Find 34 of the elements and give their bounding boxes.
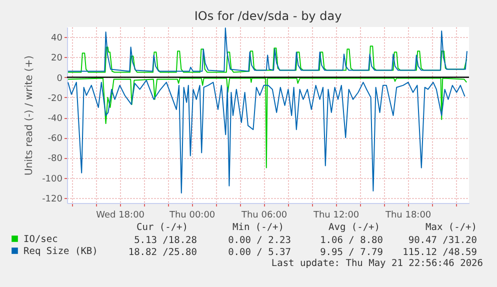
text: Avg (-/+) <box>328 222 380 233</box>
text: 5.13 /18.28 <box>134 235 198 246</box>
x-tick-label: Thu 18:00 <box>384 210 432 220</box>
text: Cur (-/+) <box>136 222 188 233</box>
y-tick-label: 40 <box>51 34 63 44</box>
y-tick-label: 0 <box>56 74 63 84</box>
text: 9.95 / 7.79 <box>320 247 384 258</box>
text: 0.00 / 5.37 <box>228 247 291 258</box>
text: 18.82 /25.80 <box>128 247 198 258</box>
line-series <box>68 78 468 168</box>
text: 90.47 /31.20 <box>408 235 478 246</box>
chart-title: IOs for /dev/sda - by day <box>194 9 342 23</box>
x-tick-label: Wed 18:00 <box>96 210 145 220</box>
line-series <box>68 28 468 72</box>
legend-label: Req Size (KB) <box>24 246 98 257</box>
y-tick-label: -100 <box>42 174 63 184</box>
text: 115.12 /48.59 <box>402 247 478 258</box>
y-tick-label: -20 <box>48 94 63 104</box>
y-axis-title: Units read (-) / write (+) <box>24 55 36 176</box>
text: Last update: Thu May 21 22:56:46 2026 <box>271 258 484 269</box>
y-tick-label: 20 <box>51 54 63 64</box>
text: 0.00 / 2.23 <box>228 235 291 246</box>
y-tick-label: -60 <box>48 134 63 144</box>
line-series <box>68 80 466 194</box>
text: Max (-/+) <box>426 222 477 233</box>
y-tick-label: -80 <box>48 154 63 164</box>
y-tick-label: -120 <box>42 194 63 204</box>
legend-label: IO/sec <box>24 234 58 245</box>
x-tick-label: Thu 06:00 <box>240 210 288 220</box>
text: 1.06 / 8.80 <box>320 235 384 246</box>
x-tick-label: Thu 00:00 <box>168 210 216 220</box>
y-tick-label: -40 <box>48 114 63 124</box>
text: Min (-/+) <box>232 222 284 233</box>
x-tick-label: Thu 12:00 <box>312 210 360 220</box>
